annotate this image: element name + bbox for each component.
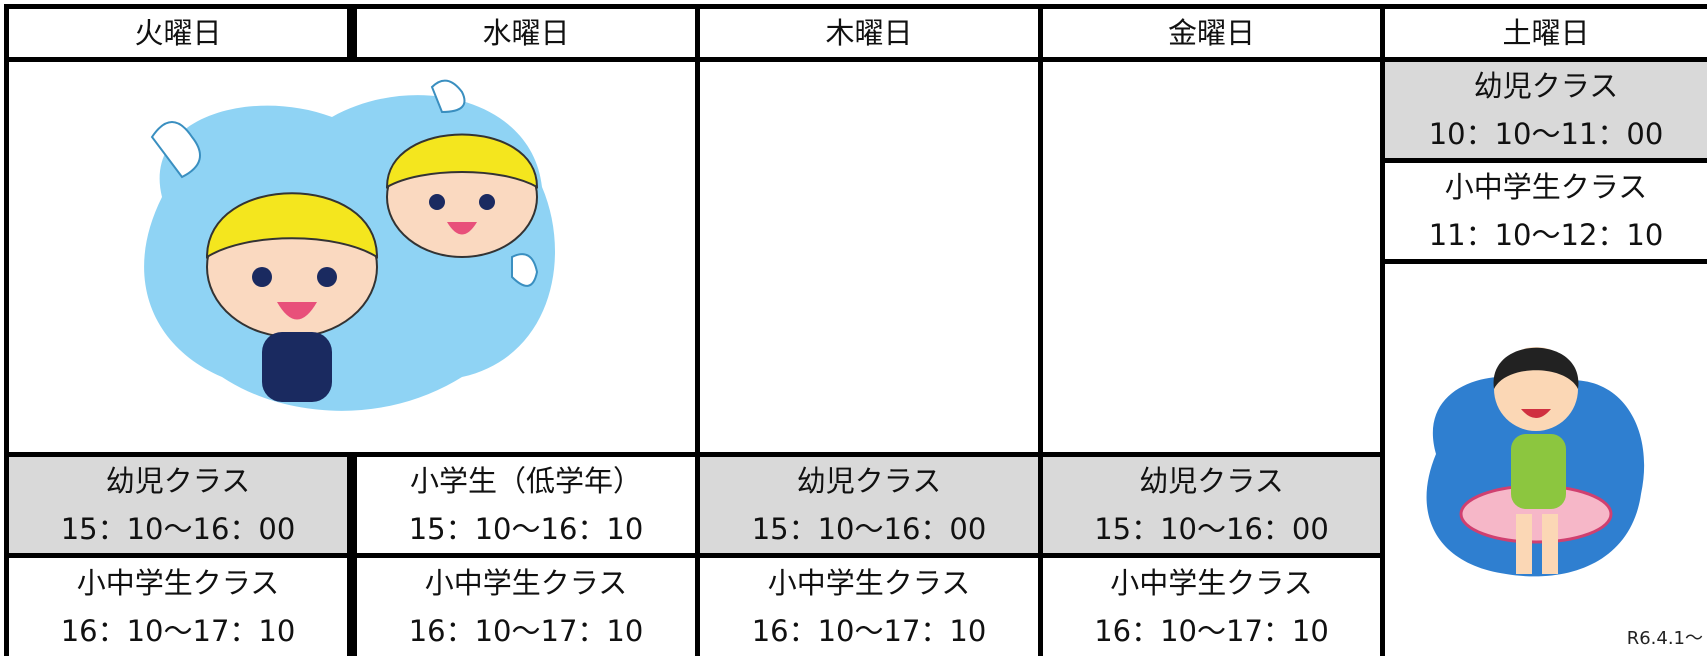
class-name: 小学生（低学年） xyxy=(409,464,642,498)
header-cell: 金曜日 xyxy=(1043,9,1380,57)
class-time: 15：10～16：00 xyxy=(751,512,987,546)
class-name: 小中学生クラス xyxy=(767,566,971,600)
class-time: 10：10～11：00 xyxy=(1428,117,1664,151)
class-time: 16：10～17：10 xyxy=(60,614,296,648)
class-name: 幼児クラス xyxy=(105,464,251,498)
empty-cell xyxy=(700,62,1038,452)
illustration-cell: R6.4.1～ xyxy=(1385,264,1707,656)
class-cell: 小中学生クラス 16：10～17：10 xyxy=(357,558,695,656)
empty-cell xyxy=(1043,62,1380,452)
class-name: 小中学生クラス xyxy=(76,566,280,600)
class-time: 16：10～17：10 xyxy=(1094,614,1329,648)
class-cell: 小中学生クラス 16：10～17：10 xyxy=(9,558,347,656)
day: 金曜日 xyxy=(1167,16,1255,50)
class-time: 15：10～16：10 xyxy=(408,512,644,546)
class-time: 11：10～12：10 xyxy=(1428,218,1664,252)
class-cell: 小中学生クラス 16：10～17：10 xyxy=(1043,558,1380,656)
class-name: 幼児クラス xyxy=(1139,464,1284,498)
class-name: 幼児クラス xyxy=(796,464,942,498)
class-time: 15：10～16：00 xyxy=(60,512,296,546)
class-cell: 小学生（低学年） 15：10～16：10 xyxy=(357,457,695,553)
class-time: 16：10～17：10 xyxy=(751,614,987,648)
class-time: 15：10～16：00 xyxy=(1094,512,1329,546)
header-cell: 土曜日 xyxy=(1385,9,1707,57)
day: 水曜日 xyxy=(482,16,570,50)
header-cell: 木曜日 xyxy=(700,9,1038,57)
class-name: 小中学生クラス xyxy=(1110,566,1313,600)
day: 土曜日 xyxy=(1502,16,1590,50)
class-cell: 小中学生クラス 16：10～17：10 xyxy=(700,558,1038,656)
class-cell: 幼児クラス 10：10～11：00 xyxy=(1385,62,1707,158)
effective-date-note: R6.4.1～ xyxy=(1626,628,1703,649)
class-cell: 幼児クラス 15：10～16：00 xyxy=(9,457,347,553)
day: 木曜日 xyxy=(825,16,913,50)
day: 火曜日 xyxy=(134,16,222,50)
class-cell: 幼児クラス 15：10～16：00 xyxy=(700,457,1038,553)
class-name: 幼児クラス xyxy=(1473,69,1619,103)
float-girl-illustration xyxy=(1426,347,1645,577)
header-cell: 水曜日 xyxy=(357,9,695,57)
illustration-cell xyxy=(9,62,695,452)
class-name: 小中学生クラス xyxy=(1444,170,1648,204)
class-name: 小中学生クラス xyxy=(424,566,628,600)
swimmers-illustration xyxy=(144,79,556,411)
class-time: 16：10～17：10 xyxy=(408,614,644,648)
header-cell: 火曜日 xyxy=(9,9,347,57)
class-cell: 小中学生クラス 11：10～12：10 xyxy=(1385,163,1707,259)
class-cell: 幼児クラス 15：10～16：00 xyxy=(1043,457,1380,553)
